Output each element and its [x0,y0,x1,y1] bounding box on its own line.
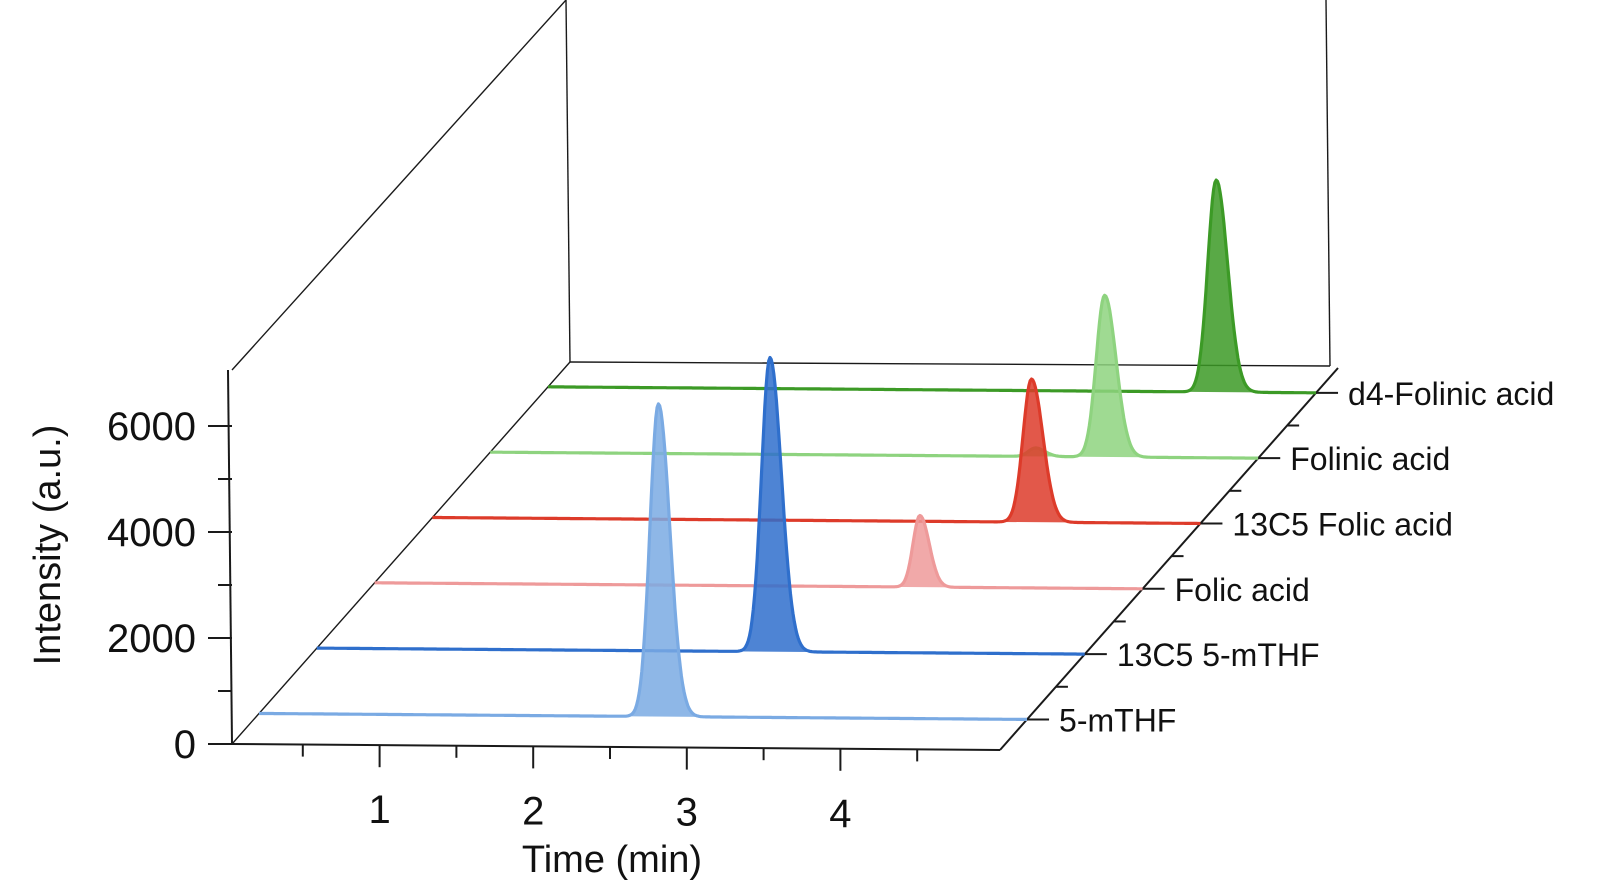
series-13c5-folic-acid [432,377,1201,526]
y-tick-label: 2000 [107,617,196,661]
series-label: 13C5 Folic acid [1232,506,1453,542]
series-line [547,178,1317,395]
y-tick-label: 0 [174,723,196,767]
series-line [432,377,1201,526]
series-line [316,355,1086,656]
back-right-vertical-edge [1325,0,1331,367]
chart-series-group [258,178,1317,721]
x-axis-title: Time (min) [522,839,702,881]
y-axis-line [227,369,233,745]
series-13c5-5-mthf [316,355,1086,656]
series-d4-folinic-acid [547,178,1317,395]
series-line [258,402,1028,721]
series-folinic-acid [489,293,1259,460]
series-label: 13C5 5-mTHF [1117,637,1320,673]
chart-frame [227,0,1339,751]
x-tick-label: 4 [829,792,851,836]
left-depth-edge [231,361,571,745]
series-fill [316,357,1085,655]
y-axis-title: Intensity (a.u.) [27,425,69,666]
y-tick-label: 4000 [107,511,196,555]
x-tick-label: 1 [368,788,390,832]
series-label: Folic acid [1175,572,1310,608]
x-axis-line [231,743,1001,751]
back-left-vertical-edge [565,0,571,363]
series-line [489,293,1259,460]
series-label: Folinic acid [1290,441,1450,477]
y-tick-label: 6000 [107,405,196,449]
x-tick-label: 2 [522,789,544,833]
series-label: 5-mTHF [1059,702,1176,738]
chart-axes: 0 2000 4000 6000 1 2 3 4 5-mTHF 13C5 5-mTHF Folic … [107,376,1554,836]
series-label: d4-Folinic acid [1348,376,1554,412]
series-5-mthf [258,402,1028,721]
left-top-diagonal-edge [231,0,567,371]
x-tick-label: 3 [676,791,698,835]
series-fill [490,295,1259,459]
